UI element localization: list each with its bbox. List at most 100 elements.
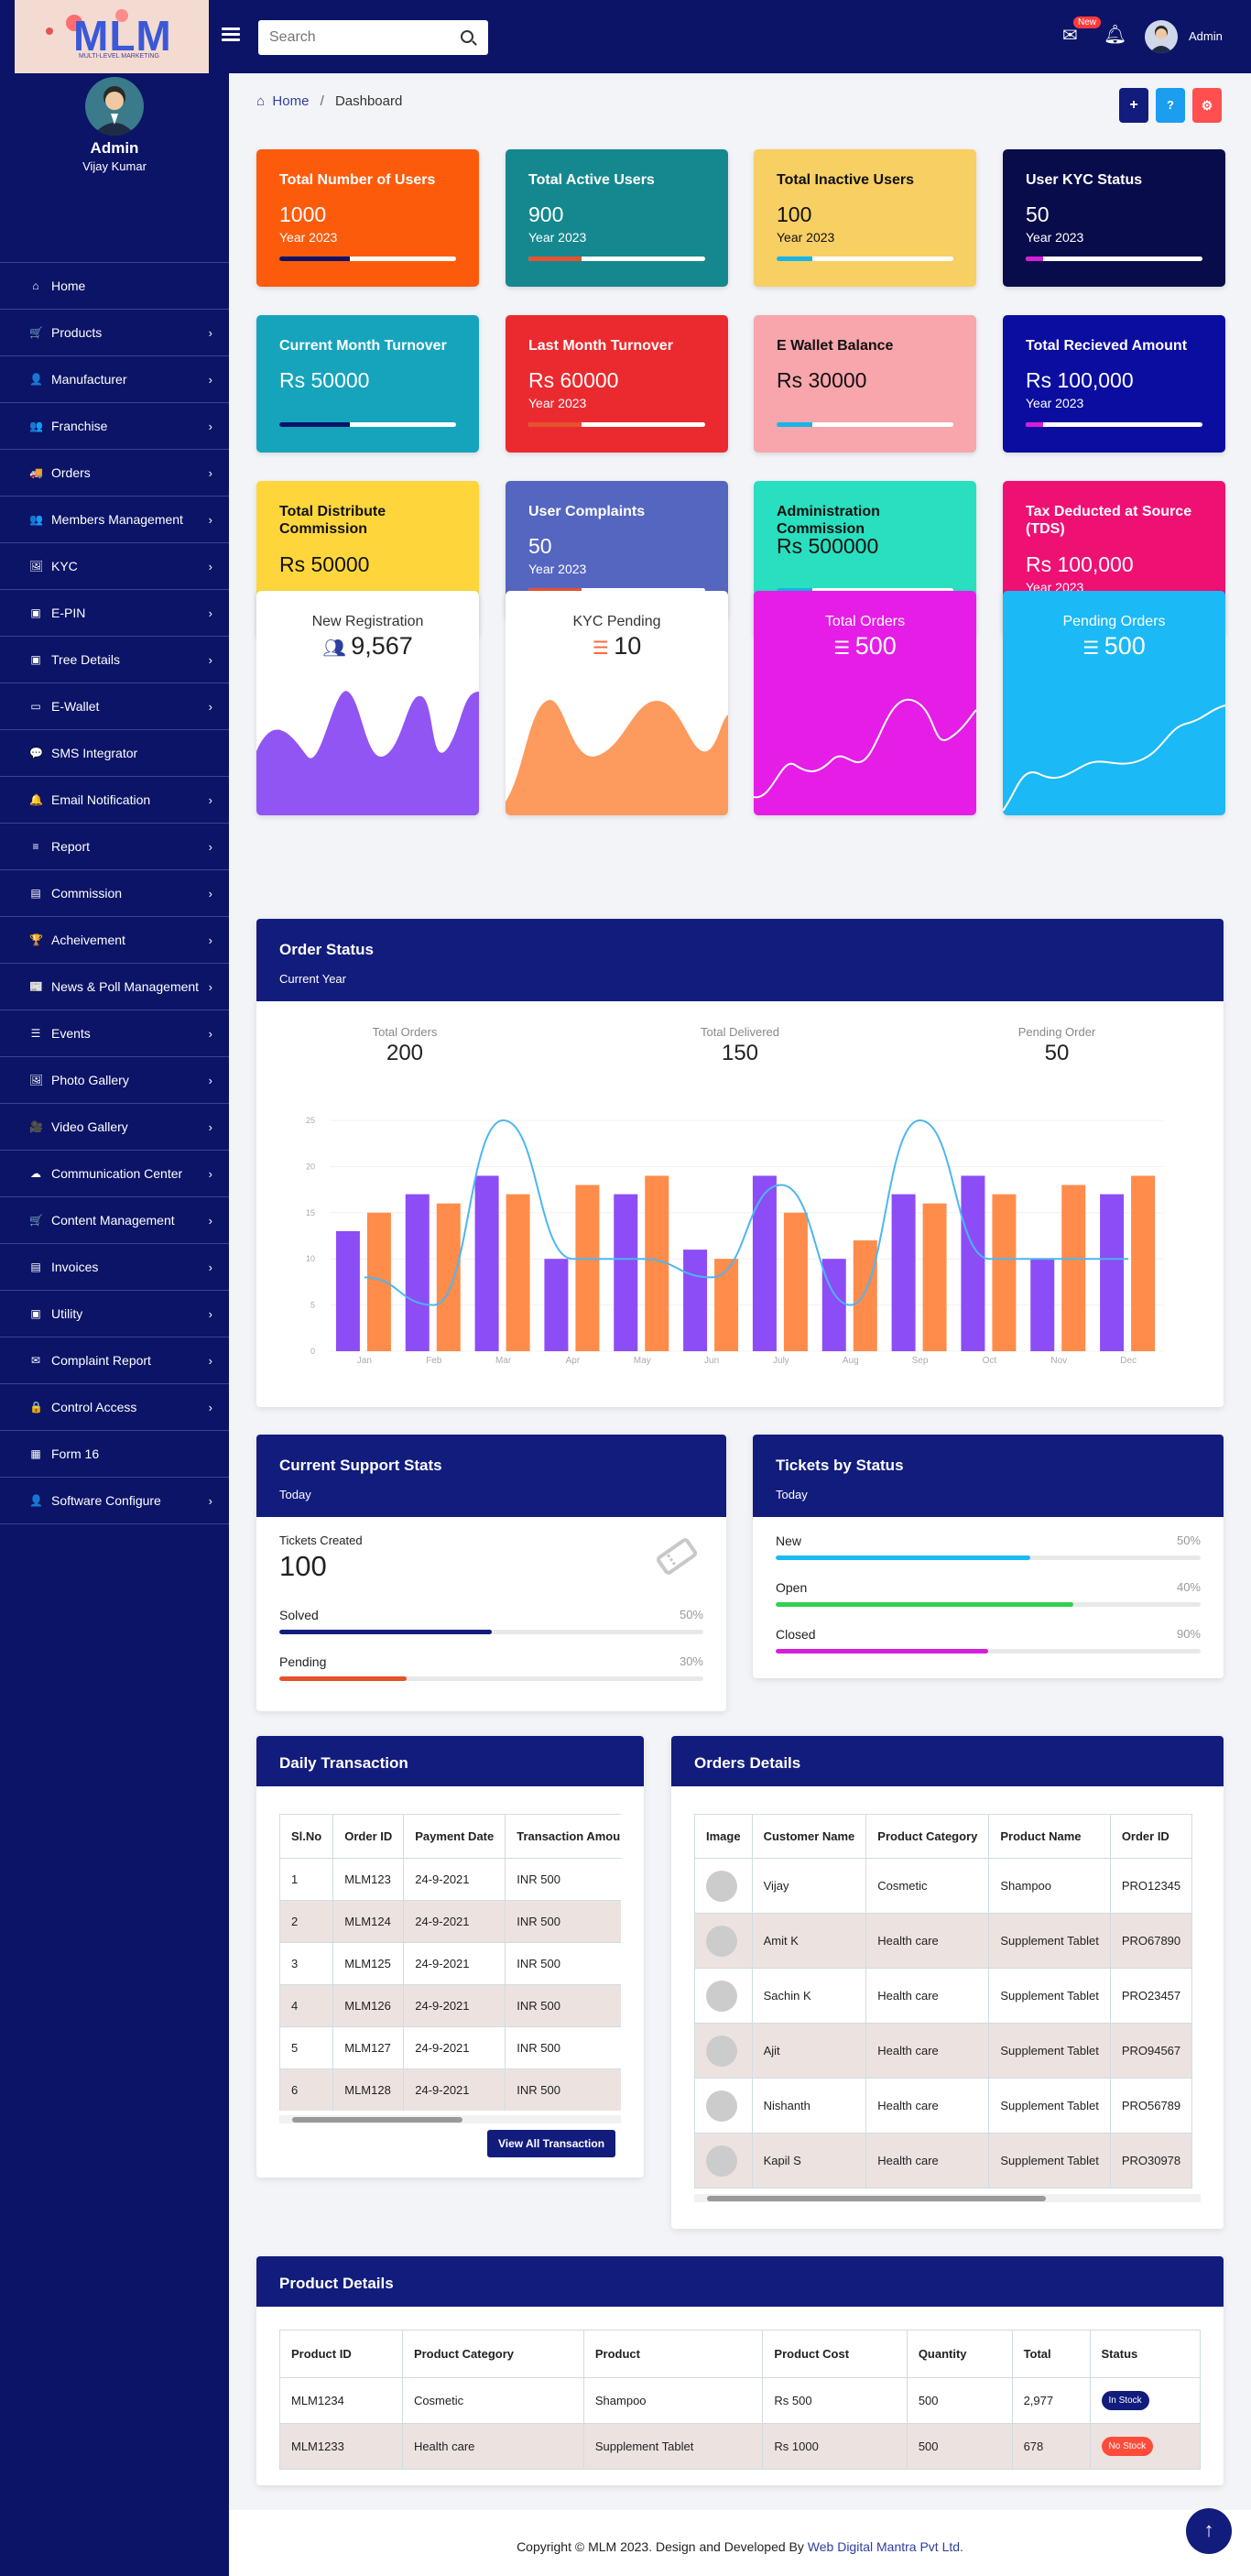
- widget-card[interactable]: Pending Orders ☰ 500: [1003, 591, 1225, 815]
- sidebar-item-icon: 🖼: [29, 560, 44, 573]
- stat-card[interactable]: Last Month Turnover Rs 60000 Year 2023: [506, 315, 728, 453]
- sidebar-item-label: Manufacturer: [51, 372, 127, 387]
- sidebar-item-label: Photo Gallery: [51, 1073, 129, 1087]
- table-row[interactable]: 2 MLM124 24-9-2021 INR 500: [279, 1900, 621, 1943]
- sidebar-item-manufacturer[interactable]: 👤 Manufacturer ›: [0, 356, 229, 403]
- header-avatar[interactable]: [1145, 20, 1178, 53]
- table-row[interactable]: 1 MLM123 24-9-2021 INR 500: [279, 1858, 621, 1901]
- table-header[interactable]: Customer Name: [751, 1814, 867, 1859]
- home-icon[interactable]: ⌂: [256, 93, 266, 109]
- sidebar-item-label: E-Wallet: [51, 699, 100, 714]
- table-header[interactable]: Product Category: [865, 1814, 990, 1859]
- sidebar-item-acheivement[interactable]: 🏆 Acheivement ›: [0, 917, 229, 964]
- sidebar-item-communication-center[interactable]: ☁ Communication Center ›: [0, 1151, 229, 1197]
- chart-bar: [335, 1230, 360, 1351]
- table-row[interactable]: MLM1234 Cosmetic Shampoo Rs 500 500 2,977 In S…: [279, 2377, 1202, 2424]
- widget-card[interactable]: New Registration 👥︎ 9,567: [256, 591, 479, 815]
- table-header[interactable]: Transaction Amount: [505, 1814, 621, 1859]
- hamburger-menu-icon[interactable]: [222, 27, 240, 42]
- sidebar-item-report[interactable]: ≡ Report ›: [0, 824, 229, 870]
- table-header[interactable]: Status: [1089, 2330, 1202, 2378]
- table-row[interactable]: 3 MLM125 24-9-2021 INR 500: [279, 1942, 621, 1985]
- table-row[interactable]: 5 MLM127 24-9-2021 INR 500: [279, 2026, 621, 2069]
- table-header[interactable]: Image: [694, 1814, 753, 1859]
- stat-card-value: 1000: [279, 202, 327, 226]
- sidebar-item-members-management[interactable]: 👥 Members Management ›: [0, 497, 229, 543]
- settings-button[interactable]: ⚙: [1192, 88, 1222, 123]
- stat-card[interactable]: Current Month Turnover Rs 50000: [256, 315, 479, 453]
- logo[interactable]: MLM MULTI-LEVEL MARKETING: [15, 0, 209, 73]
- sidebar-item-e-pin[interactable]: ▣ E-PIN ›: [0, 590, 229, 637]
- orders-scrollbar[interactable]: [694, 2194, 1201, 2202]
- table-cell-text: Shampoo: [594, 2394, 647, 2407]
- sidebar-item-form-16[interactable]: ▦ Form 16: [0, 1431, 229, 1478]
- table-cell: [694, 1913, 753, 1969]
- add-button[interactable]: +: [1119, 88, 1148, 123]
- sidebar-item-kyc[interactable]: 🖼 KYC ›: [0, 543, 229, 590]
- table-cell-text: Rs 500: [774, 2394, 812, 2407]
- table-header[interactable]: Product Category: [401, 2330, 584, 2378]
- table-header[interactable]: Quantity: [906, 2330, 1013, 2378]
- table-header[interactable]: Order ID: [1109, 1814, 1193, 1859]
- mail-icon[interactable]: ✉: [1062, 26, 1078, 46]
- table-row[interactable]: 6 MLM128 24-9-2021 INR 500: [279, 2068, 621, 2111]
- stat-card[interactable]: Total Inactive Users 100 Year 2023: [754, 149, 976, 287]
- table-header[interactable]: Product Name: [988, 1814, 1111, 1859]
- table-row[interactable]: Vijay Cosmetic Shampoo PRO12345: [694, 1858, 1193, 1914]
- sidebar-item-complaint-report[interactable]: ✉ Complaint Report ›: [0, 1337, 229, 1384]
- stat-card[interactable]: Total Active Users 900 Year 2023: [506, 149, 728, 287]
- sidebar-item-home[interactable]: ⌂ Home: [0, 263, 229, 310]
- table-row[interactable]: Nishanth Health care Supplement Tablet PRO5…: [694, 2078, 1193, 2134]
- table-row[interactable]: Kapil S Health care Supplement Tablet PRO30…: [694, 2133, 1193, 2189]
- sidebar-item-control-access[interactable]: 🔒 Control Access ›: [0, 1384, 229, 1431]
- sidebar-item-software-configure[interactable]: 👤 Software Configure ›: [0, 1478, 229, 1524]
- table-row[interactable]: MLM1233 Health care Supplement Tablet Rs 10…: [279, 2423, 1202, 2470]
- widget-card[interactable]: Total Orders ☰ 500: [754, 591, 976, 815]
- back-to-top-button[interactable]: ↑: [1186, 2508, 1232, 2554]
- stat-card[interactable]: User KYC Status 50 Year 2023: [1003, 149, 1225, 287]
- table-row[interactable]: Sachin K Health care Supplement Tablet PRO2…: [694, 1968, 1193, 2024]
- search-icon[interactable]: [461, 30, 473, 43]
- sidebar-item-tree-details[interactable]: ▣ Tree Details ›: [0, 637, 229, 683]
- footer-company-link[interactable]: Web Digital Mantra Pvt Ltd.: [807, 2539, 963, 2554]
- sidebar-item-photo-gallery[interactable]: 🖼 Photo Gallery ›: [0, 1057, 229, 1104]
- table-header[interactable]: Product: [582, 2330, 764, 2378]
- sidebar-item-e-wallet[interactable]: ▭ E-Wallet ›: [0, 683, 229, 730]
- table-header[interactable]: Total: [1011, 2330, 1091, 2378]
- stat-card[interactable]: Total Number of Users 1000 Year 2023: [256, 149, 479, 287]
- widget-card[interactable]: KYC Pending ☰ 10: [506, 591, 728, 815]
- chevron-right-icon: ›: [208, 699, 212, 714]
- sidebar-item-email-notification[interactable]: 🔔 Email Notification ›: [0, 777, 229, 824]
- stat-card[interactable]: E Wallet Balance Rs 30000: [754, 315, 976, 453]
- sidebar-item-franchise[interactable]: 👥 Franchise ›: [0, 403, 229, 450]
- table-header[interactable]: Product ID: [279, 2330, 403, 2378]
- table-row[interactable]: Ajit Health care Supplement Tablet PRO94567: [694, 2023, 1193, 2079]
- sidebar-item-events[interactable]: ☰ Events ›: [0, 1010, 229, 1057]
- profile-avatar[interactable]: [85, 77, 144, 136]
- sidebar-item-products[interactable]: 🛒 Products ›: [0, 310, 229, 356]
- sidebar-item-commission[interactable]: ▤ Commission ›: [0, 870, 229, 917]
- sidebar-item-video-gallery[interactable]: 🎥 Video Gallery ›: [0, 1104, 229, 1151]
- table-cell-text: 24-9-2021: [415, 1872, 470, 1886]
- table-header[interactable]: Product Cost: [762, 2330, 908, 2378]
- sidebar-item-content-management[interactable]: 🛒 Content Management ›: [0, 1197, 229, 1244]
- stat-card[interactable]: Total Recieved Amount Rs 100,000 Year 2023: [1003, 315, 1225, 453]
- table-header[interactable]: Order ID: [332, 1814, 405, 1859]
- daily-scrollbar[interactable]: [279, 2115, 621, 2123]
- table-row[interactable]: Amit K Health care Supplement Tablet PRO678…: [694, 1913, 1193, 1969]
- help-button[interactable]: ?: [1156, 88, 1185, 123]
- sidebar-item-utility[interactable]: ▣ Utility ›: [0, 1291, 229, 1337]
- view-all-transaction-button[interactable]: View All Transaction: [487, 2130, 616, 2157]
- table-row[interactable]: 4 MLM126 24-9-2021 INR 500: [279, 1984, 621, 2027]
- table-cell-text: MLM123: [344, 1872, 391, 1886]
- table-header[interactable]: Payment Date: [403, 1814, 506, 1859]
- sidebar-item-news-poll-management[interactable]: 📰 News & Poll Management ›: [0, 964, 229, 1010]
- sidebar-item-orders[interactable]: 🚚 Orders ›: [0, 450, 229, 497]
- bell-icon[interactable]: 🔔︎: [1104, 25, 1127, 45]
- header-admin-label[interactable]: Admin: [1189, 29, 1223, 43]
- breadcrumb-home[interactable]: Home: [272, 93, 310, 109]
- sidebar-item-invoices[interactable]: ▤ Invoices ›: [0, 1244, 229, 1291]
- search-input[interactable]: [258, 20, 441, 55]
- sidebar-item-sms-integrator[interactable]: 💬 SMS Integrator: [0, 730, 229, 777]
- table-header[interactable]: Sl.No: [279, 1814, 334, 1859]
